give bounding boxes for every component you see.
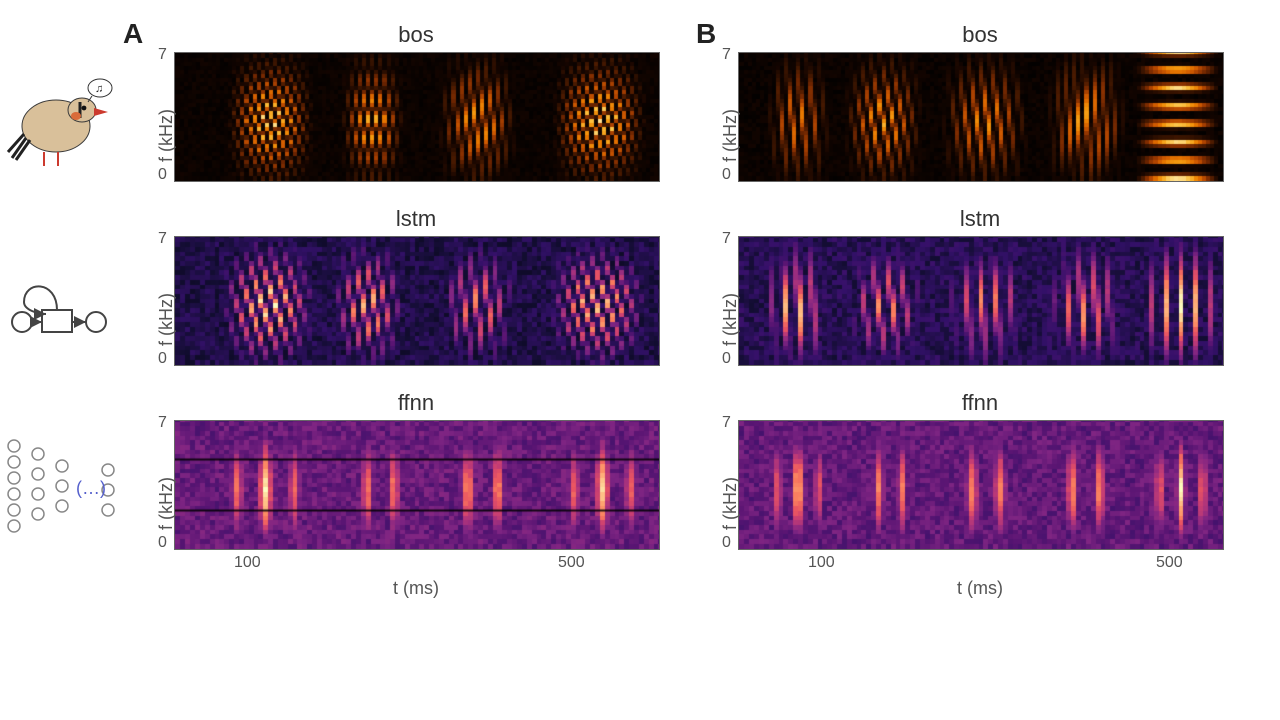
- ytick-top-A-lstm: 7: [158, 230, 167, 248]
- xtick-B-500: 500: [1156, 554, 1183, 572]
- xtick-A-100: 100: [234, 554, 261, 572]
- ytick-bot-B-bos: 0: [722, 166, 731, 184]
- spec-A-bos: bos f (kHz) 7 0: [174, 52, 658, 182]
- spec-A-ffnn: ffnn f (kHz) 7 0 100 500 t (ms): [174, 420, 658, 550]
- zebra-finch-icon: ♫: [4, 56, 114, 176]
- title-B-ffnn: ffnn: [738, 390, 1222, 416]
- panel-label-a: A: [123, 18, 143, 50]
- canvas-B-bos: [738, 52, 1224, 182]
- canvas-B-lstm: [738, 236, 1224, 366]
- canvas-A-lstm: [174, 236, 660, 366]
- ytick-top-B-lstm: 7: [722, 230, 731, 248]
- title-A-bos: bos: [174, 22, 658, 48]
- canvas-A-ffnn: [174, 420, 660, 550]
- ytick-bot-B-lstm: 0: [722, 350, 731, 368]
- ytick-top-A-ffnn: 7: [158, 414, 167, 432]
- ytick-bot-A-lstm: 0: [158, 350, 167, 368]
- spec-B-ffnn: ffnn f (kHz) 7 0 100 500 t (ms): [738, 420, 1222, 550]
- svg-text:♫: ♫: [95, 83, 103, 95]
- ytick-bot-A-ffnn: 0: [158, 534, 167, 552]
- title-B-bos: bos: [738, 22, 1222, 48]
- canvas-B-ffnn: [738, 420, 1224, 550]
- figure-root: A B ♫: [0, 0, 1280, 720]
- spec-B-lstm: lstm f (kHz) 7 0: [738, 236, 1222, 366]
- ylabel-A-ffnn: f (kHz): [156, 477, 177, 530]
- canvas-A-bos: [174, 52, 660, 182]
- spec-B-bos: bos f (kHz) 7 0: [738, 52, 1222, 182]
- xtick-B-100: 100: [808, 554, 835, 572]
- xlabel-B: t (ms): [738, 578, 1222, 599]
- ffnn-diagram-icon: (…): [0, 432, 124, 552]
- xlabel-A: t (ms): [174, 578, 658, 599]
- ylabel-B-bos: f (kHz): [720, 109, 741, 162]
- title-A-lstm: lstm: [174, 206, 658, 232]
- ylabel-B-lstm: f (kHz): [720, 293, 741, 346]
- lstm-diagram-icon: [4, 252, 114, 362]
- panel-label-b: B: [696, 18, 716, 50]
- ffnn-ellipsis: (…): [76, 478, 106, 498]
- spec-A-lstm: lstm f (kHz) 7 0: [174, 236, 658, 366]
- xtick-A-500: 500: [558, 554, 585, 572]
- ylabel-A-bos: f (kHz): [156, 109, 177, 162]
- title-B-lstm: lstm: [738, 206, 1222, 232]
- ytick-top-A-bos: 7: [158, 46, 167, 64]
- ytick-top-B-bos: 7: [722, 46, 731, 64]
- title-A-ffnn: ffnn: [174, 390, 658, 416]
- ytick-top-B-ffnn: 7: [722, 414, 731, 432]
- ytick-bot-A-bos: 0: [158, 166, 167, 184]
- ylabel-B-ffnn: f (kHz): [720, 477, 741, 530]
- ylabel-A-lstm: f (kHz): [156, 293, 177, 346]
- ytick-bot-B-ffnn: 0: [722, 534, 731, 552]
